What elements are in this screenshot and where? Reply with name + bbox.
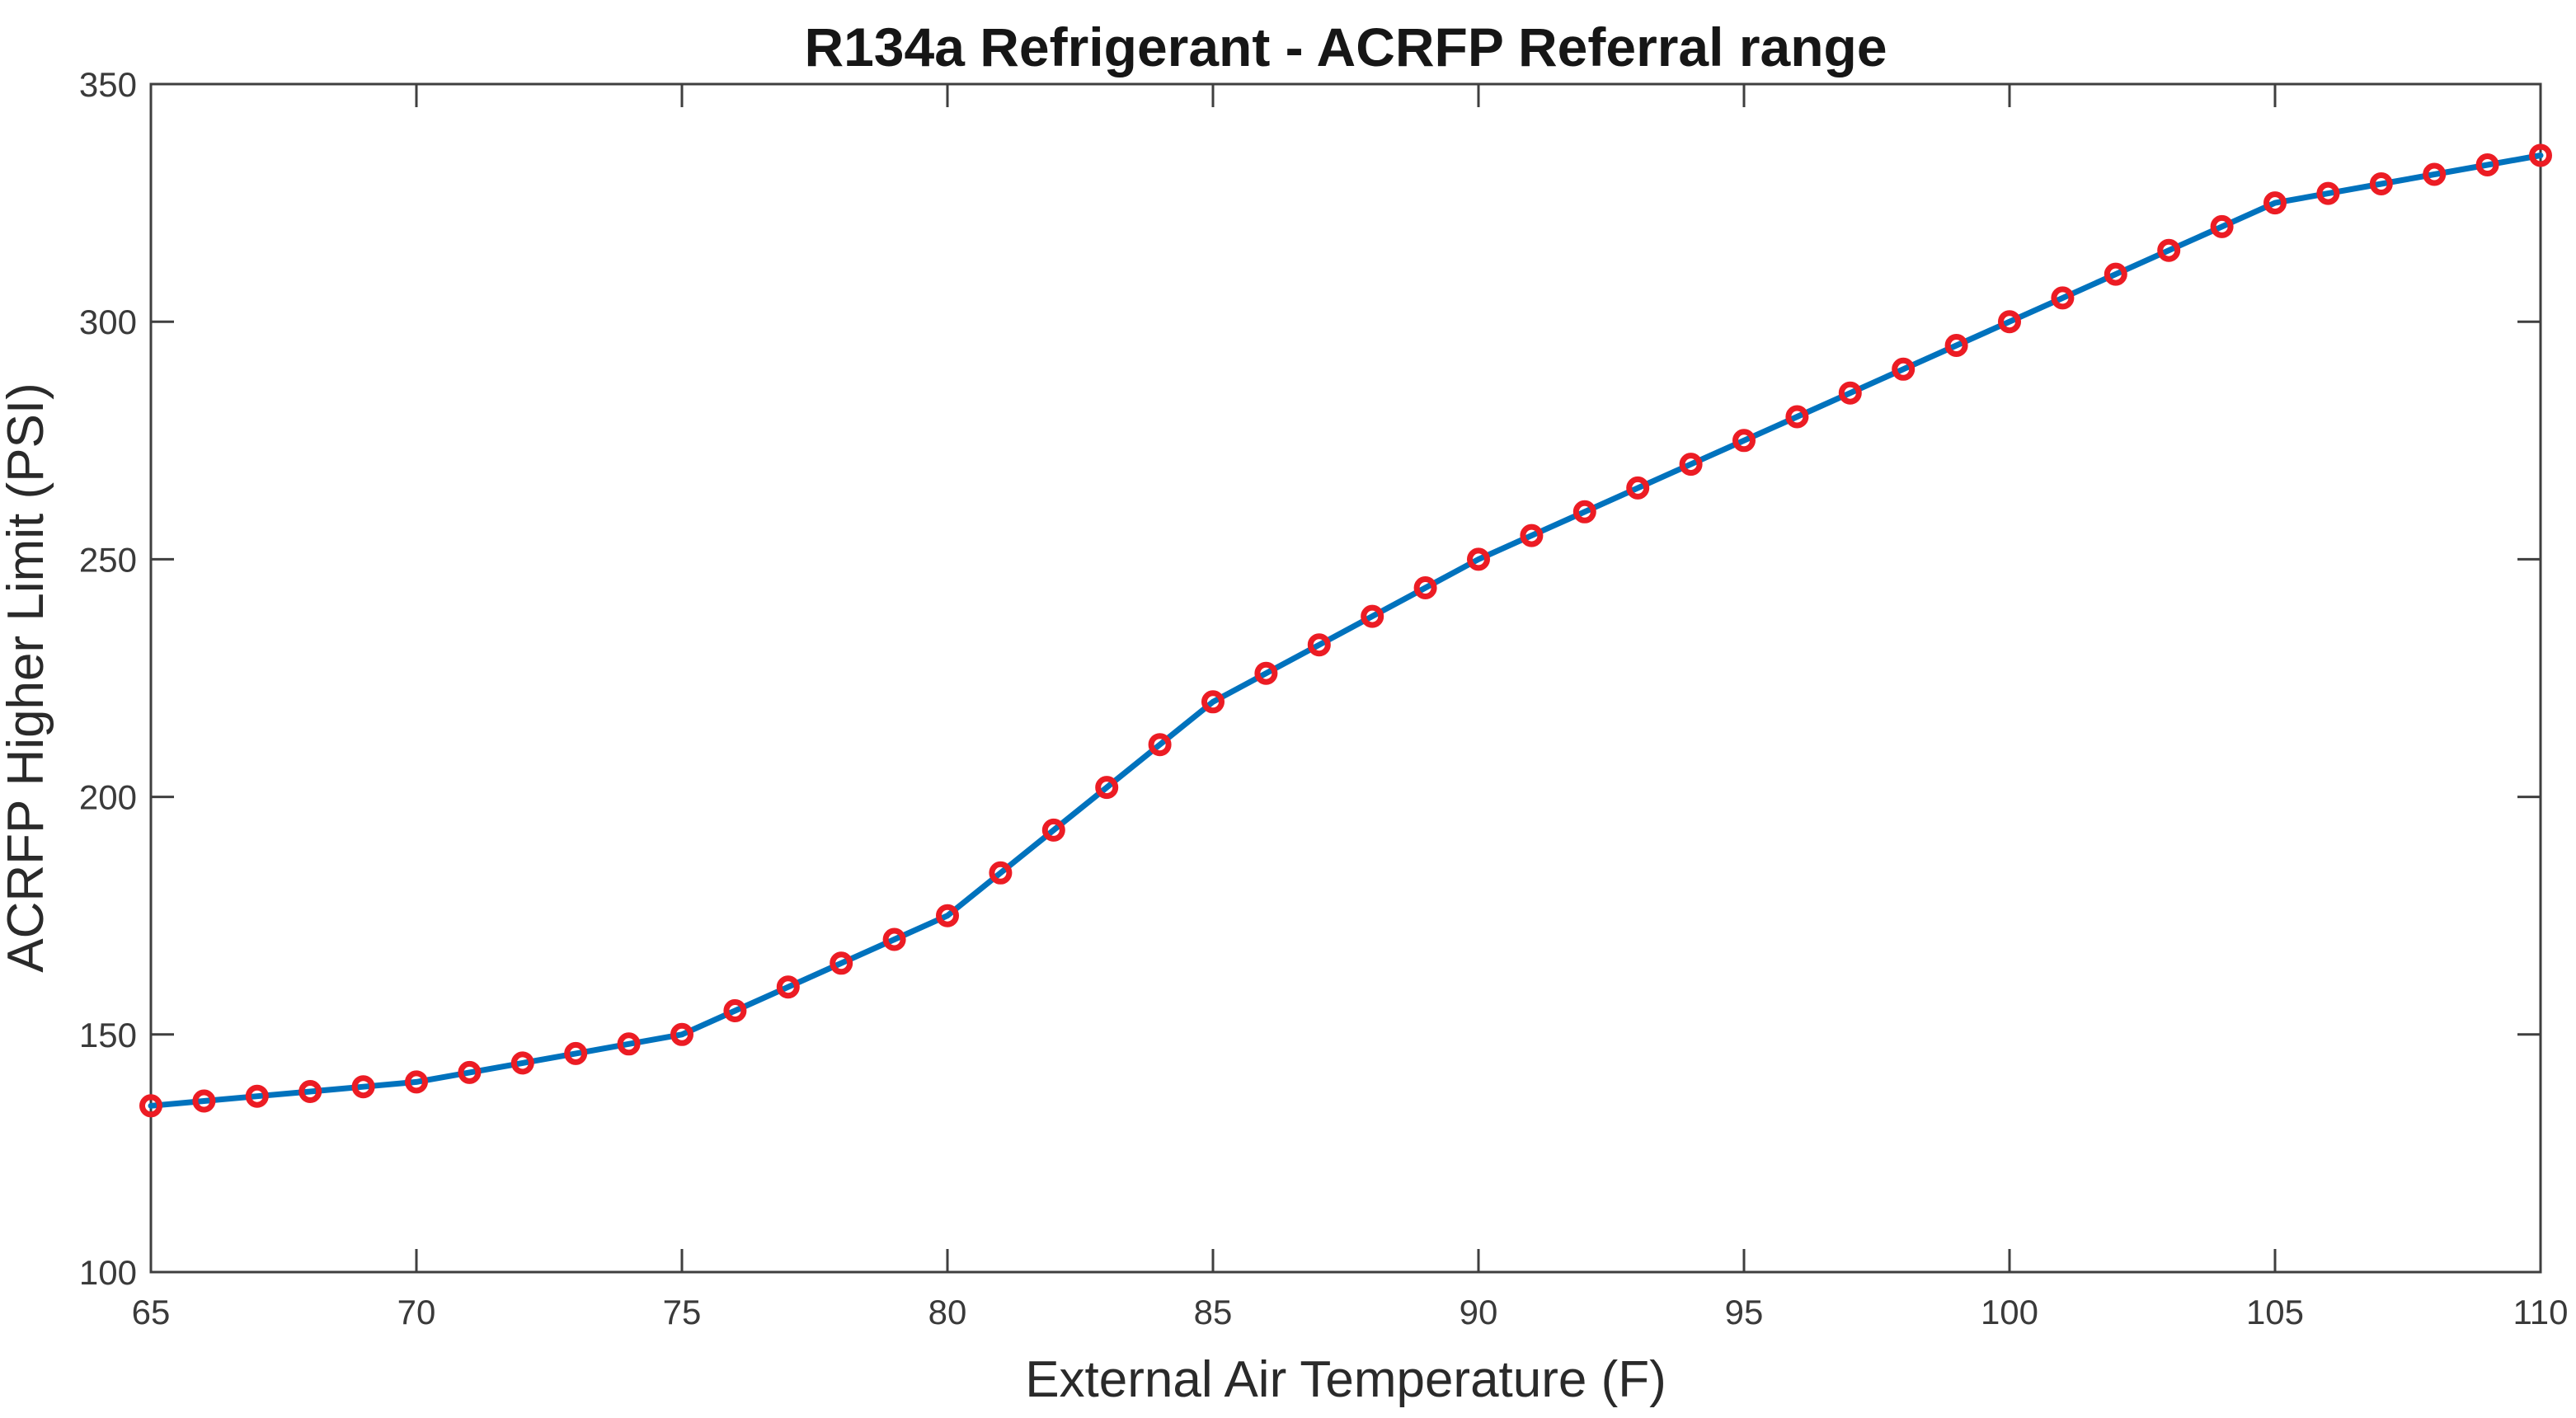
data-point-marker [2263,191,2287,215]
data-point-marker [2529,143,2552,167]
x-tick-label: 90 [1460,1293,1498,1331]
data-point-marker [564,1041,588,1065]
data-point-marker [1095,776,1119,800]
x-tick-label: 100 [1981,1293,2038,1331]
x-tick-label: 105 [2246,1293,2304,1331]
data-point-marker [989,861,1013,885]
axis-ticks: 65 70 75 80 85 90 95 100 105 110 100 150 200 250 300 35… [79,65,2569,1331]
data-point-marker [617,1032,641,1056]
x-tick-label: 80 [928,1293,967,1331]
data-point-marker [2210,214,2234,238]
data-point-marker [2369,172,2393,195]
x-tick-label: 85 [1194,1293,1233,1331]
data-point-marker [1785,405,1809,429]
data-point-marker [2051,286,2075,310]
y-tick-label: 150 [79,1016,137,1054]
data-point-marker [510,1051,534,1075]
data-point-marker [1944,334,1968,357]
data-point-marker [1467,547,1490,571]
chart-title: R134a Refrigerant - ACRFP Referral range [804,16,1887,77]
data-point-marker [1732,429,1756,453]
plot-area-box [149,82,2542,1274]
data-point-marker [1041,818,1065,842]
data-point-marker [351,1075,375,1099]
data-point-marker [882,927,906,951]
x-tick-label: 95 [1725,1293,1764,1331]
data-point-marker [1201,690,1225,714]
y-tick-label: 100 [79,1253,137,1292]
y-tick-label: 350 [79,65,137,104]
data-point-marker [1148,733,1172,757]
data-point-marker [139,1094,162,1118]
data-point-marker [1838,381,1862,405]
data-point-marker [936,904,959,927]
data-point-marker [1254,661,1278,685]
x-tick-label: 75 [663,1293,702,1331]
data-point-marker [1626,476,1650,500]
data-point-marker [1361,604,1384,628]
data-point-marker [298,1080,322,1103]
x-tick-label: 110 [2513,1293,2569,1331]
data-point-marker [1413,576,1437,599]
data-point-marker [405,1070,428,1094]
data-point-marker [1520,524,1544,547]
series-line [148,153,2544,1109]
y-axis-label: ACRFP Higher Limit (PSI) [0,383,54,972]
data-point-marker [1892,357,1916,381]
y-tick-label: 250 [79,540,137,579]
data-point-marker [458,1060,482,1084]
data-point-marker [1307,633,1331,657]
x-tick-label: 65 [132,1293,171,1331]
data-series [139,143,2552,1118]
data-point-marker [1998,310,2021,334]
data-point-marker [1679,453,1703,477]
data-point-marker [2475,153,2499,176]
data-point-marker [830,951,853,975]
data-point-marker [2423,162,2447,186]
y-tick-label: 200 [79,778,137,817]
data-point-marker [1572,500,1596,524]
data-point-marker [192,1089,216,1113]
data-point-marker [2157,238,2181,262]
data-point-marker [2104,262,2127,286]
x-tick-label: 70 [397,1293,436,1331]
x-axis-label: External Air Temperature (F) [1025,1351,1666,1408]
data-point-marker [2316,181,2340,205]
y-tick-label: 300 [79,303,137,341]
data-point-marker [245,1084,269,1108]
data-point-marker [723,999,747,1022]
data-point-marker [776,975,800,999]
data-point-marker [670,1022,693,1046]
